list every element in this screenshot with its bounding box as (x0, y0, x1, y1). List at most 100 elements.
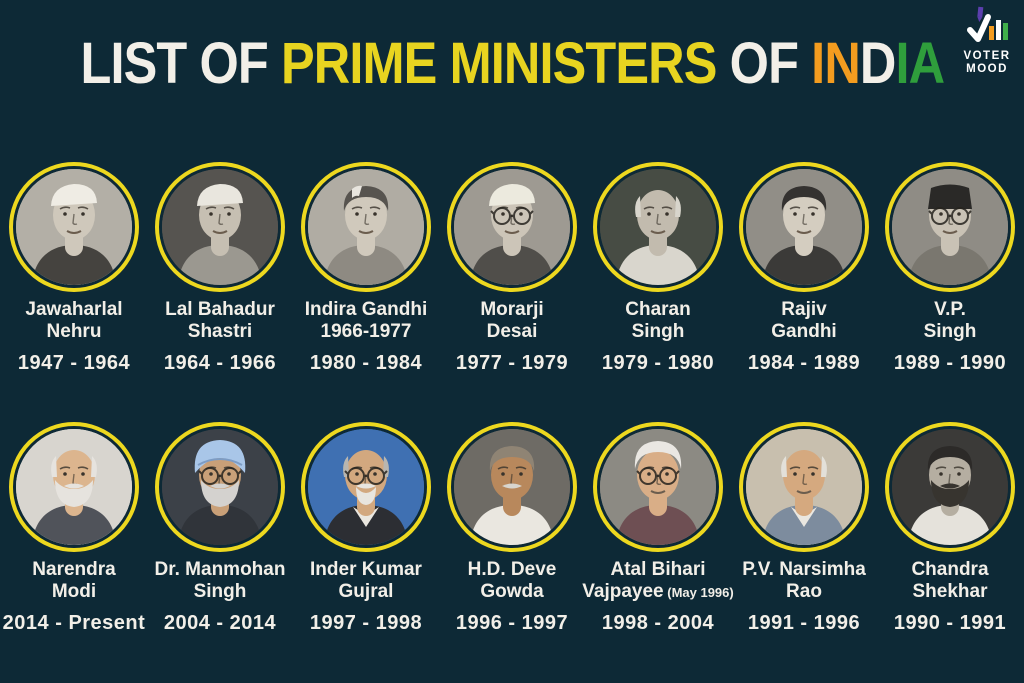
pm-tenure: 1998 - 2004 (601, 612, 715, 635)
pm-name-line1: Inder Kumar (310, 559, 422, 580)
pm-card: Inder Kumar Gujral 1997 - 1998 (293, 422, 439, 635)
pm-card: P.V. Narsimha Rao 1991 - 1996 (731, 422, 877, 635)
pm-name-line2: Gujral (338, 581, 394, 603)
pm-name: Inder Kumar Gujral (310, 559, 422, 603)
pm-portrait-ring (155, 422, 285, 552)
pm-portrait-photo (308, 429, 424, 545)
logo-text-line1: VOTER (963, 50, 1011, 62)
pm-name-line2: Singh (193, 581, 247, 603)
pm-card: Charan Singh 1979 - 1980 (585, 162, 731, 375)
pm-name: Rajiv Gandhi (771, 299, 836, 343)
poster-title-text: LIST OF PRIME MINISTERS OF INDIA (80, 30, 945, 97)
pm-card: Dr. Manmohan Singh 2004 - 2014 (147, 422, 293, 635)
pm-portrait-photo (600, 169, 716, 285)
pm-portrait-ring (301, 422, 431, 552)
pm-row-2: Narendra Modi 2014 - Present Dr. Manmoha… (0, 422, 1024, 635)
pm-portrait-ring (447, 422, 577, 552)
pm-portrait-ring (155, 162, 285, 292)
pm-name-line1: Lal Bahadur (165, 299, 275, 320)
pm-name-line1: Rajiv (781, 299, 827, 320)
title-segment: OF (716, 31, 811, 96)
pm-name-line2: Singh (631, 321, 685, 343)
pm-card: V.P. Singh 1989 - 1990 (877, 162, 1023, 375)
pm-name: V.P. Singh (924, 299, 977, 343)
pm-portrait-photo (746, 429, 862, 545)
pm-portrait-photo (308, 169, 424, 285)
pm-card: Lal Bahadur Shastri 1964 - 1966 (147, 162, 293, 375)
pm-name-line2: Desai (486, 321, 538, 343)
pm-portrait-ring (885, 162, 1015, 292)
pm-name-line1: Jawaharlal (25, 299, 123, 320)
pm-portrait-photo (16, 429, 132, 545)
pm-card: Morarji Desai 1977 - 1979 (439, 162, 585, 375)
title-segment: PRIME MINISTERS (280, 31, 717, 96)
pm-name-line1: H.D. Deve (467, 559, 557, 580)
pm-name-line2: Shekhar (912, 581, 988, 603)
pm-tenure: 1984 - 1989 (747, 352, 861, 375)
pm-name: Morarji Desai (480, 299, 543, 343)
pm-portrait-ring (593, 422, 723, 552)
logo-text-line2: MOOD (966, 62, 1008, 75)
pm-name-line1: Atal Bihari (610, 559, 706, 580)
pm-card: Jawaharlal Nehru 1947 - 1964 (1, 162, 147, 375)
pm-portrait-photo (162, 169, 278, 285)
title-segment: D (859, 31, 896, 96)
pm-name-line2: Gowda (480, 581, 544, 603)
pm-card: Rajiv Gandhi 1984 - 1989 (731, 162, 877, 375)
poster-title: LIST OF PRIME MINISTERS OF INDIA (0, 30, 1024, 97)
pm-name: Chandra Shekhar (911, 559, 988, 603)
pm-name-line2: 1966-1977 (320, 321, 412, 343)
pm-portrait-photo (600, 429, 716, 545)
pm-tenure: 1990 - 1991 (893, 612, 1007, 635)
pm-portrait-photo (746, 169, 862, 285)
pm-name-line2: Modi (51, 581, 97, 603)
pm-tenure: 2014 - Present (2, 612, 146, 635)
votermood-logo: VOTER MOOD (958, 6, 1016, 76)
pm-name-line2: Rao (786, 581, 822, 603)
title-segment: IA (895, 31, 945, 96)
pm-name: Dr. Manmohan Singh (155, 559, 286, 603)
pm-name-line1: Narendra (32, 559, 116, 580)
pm-name-line2: Nehru (46, 321, 102, 343)
pm-name-line1: Indira Gandhi (304, 299, 428, 320)
title-segment: IN (810, 31, 861, 96)
pm-portrait-ring (9, 422, 139, 552)
pm-portrait-photo (454, 429, 570, 545)
votermood-logo-icon (958, 6, 1016, 50)
pm-portrait-ring (301, 162, 431, 292)
pm-name-line1: V.P. (934, 299, 966, 320)
pm-card: Indira Gandhi 1966-1977 1980 - 1984 (293, 162, 439, 375)
pm-name-line2: Gandhi (771, 321, 837, 343)
pm-name-line1: P.V. Narsimha (742, 559, 866, 580)
pm-name-line2: Shastri (187, 321, 253, 343)
pm-card: Chandra Shekhar 1990 - 1991 (877, 422, 1023, 635)
pm-portrait-ring (739, 422, 869, 552)
pm-name-line1: Morarji (480, 299, 544, 320)
pm-portrait-photo (16, 169, 132, 285)
pm-tenure: 1947 - 1964 (17, 352, 131, 375)
pm-portrait-ring (885, 422, 1015, 552)
pm-name-line1: Chandra (911, 559, 989, 580)
pm-portrait-ring (447, 162, 577, 292)
pm-name-note: (May 1996) (663, 585, 734, 601)
pm-portrait-photo (892, 169, 1008, 285)
pm-card: Atal Bihari Vajpayee (May 1996) 1998 - 2… (582, 422, 734, 635)
pm-name: Narendra Modi (32, 559, 115, 603)
pm-portrait-photo (454, 169, 570, 285)
pm-name-line1: Dr. Manmohan (154, 559, 286, 580)
pm-name: Jawaharlal Nehru (25, 299, 122, 343)
pm-name: Lal Bahadur Shastri (165, 299, 275, 343)
pm-tenure: 1997 - 1998 (309, 612, 423, 635)
pm-name-line1: Charan (625, 299, 691, 320)
pm-portrait-photo (162, 429, 278, 545)
pm-portrait-ring (739, 162, 869, 292)
pm-name: Indira Gandhi 1966-1977 (305, 299, 427, 343)
pm-card: Narendra Modi 2014 - Present (1, 422, 147, 635)
pm-tenure: 1991 - 1996 (747, 612, 861, 635)
pm-name-line2: Singh (923, 321, 977, 343)
pm-name: Atal Bihari Vajpayee (May 1996) (582, 559, 733, 603)
pm-tenure: 1996 - 1997 (455, 612, 569, 635)
pm-portrait-photo (892, 429, 1008, 545)
pm-name: Charan Singh (625, 299, 690, 343)
